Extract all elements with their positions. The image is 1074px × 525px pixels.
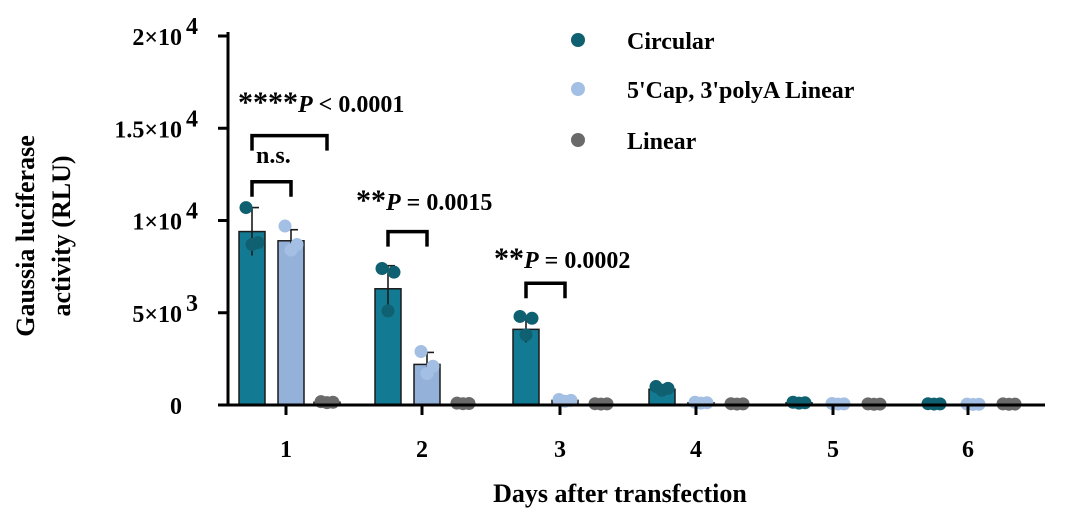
significance-stars-1: n.s.	[256, 143, 291, 169]
x-tick-label-5: 6	[962, 437, 974, 463]
legend-label-1: 5'Cap, 3'polyA Linear	[627, 78, 855, 104]
data-point-1-1-2	[420, 367, 434, 381]
significance-stars-0: ****	[238, 86, 298, 119]
y-axis-title-line1: Gaussia luciferase	[11, 135, 40, 337]
significance-p-value-2: = 0.0015	[401, 190, 493, 216]
y-tick-label-4: 2×10	[132, 25, 182, 51]
significance-p-symbol-0: P	[297, 92, 313, 118]
x-tick-label-2: 3	[554, 437, 566, 463]
legend-marker-2	[571, 133, 585, 147]
legend-marker-1	[571, 82, 585, 96]
legend-marker-0	[571, 33, 585, 47]
significance-label-3: **P = 0.0002	[494, 242, 630, 275]
data-point-0-0-0	[239, 201, 253, 215]
data-point-0-0-2	[245, 237, 259, 251]
x-tick-label-3: 4	[690, 437, 702, 463]
x-tick-label-4: 5	[827, 437, 839, 463]
x-tick-label-0: 1	[280, 437, 292, 463]
bar-0-0	[238, 230, 266, 406]
bar-1-0	[277, 240, 305, 406]
data-point-0-4-2	[792, 396, 806, 410]
x-tick-label-1: 2	[416, 437, 428, 463]
y-tick-exponent-4: 4	[186, 14, 198, 40]
significance-p-symbol-2: P	[385, 190, 401, 216]
data-point-0-3-2	[655, 383, 669, 397]
y-tick-label-1: 5×10	[132, 302, 182, 328]
significance-bracket-1	[250, 180, 293, 197]
y-tick-exponent-2: 4	[186, 199, 198, 225]
significance-bracket-3	[524, 281, 567, 299]
significance-stars-3: **	[494, 242, 524, 275]
y-tick-label-3: 1.5×10	[114, 117, 182, 143]
data-point-0-1-0	[375, 261, 389, 275]
data-point-0-1-2	[381, 304, 395, 318]
data-point-0-1-1	[387, 265, 401, 279]
significance-p-value-3: = 0.0002	[539, 248, 631, 274]
significance-label-2: **P = 0.0015	[356, 184, 492, 217]
y-tick-label-2: 1×10	[132, 210, 182, 236]
significance-bracket-0	[250, 133, 329, 151]
axes-layer: 05×10 31×10 41.5×10 42×10 41 2 3 4 5 6	[114, 14, 1045, 463]
data-point-1-0-2	[284, 243, 298, 257]
legend-label-0: Circular	[627, 29, 715, 55]
significance-stars-2: **	[356, 184, 386, 217]
legend: Circular 5'Cap, 3'polyA Linear Linear	[571, 29, 855, 155]
significance-label-1: n.s.	[256, 143, 291, 169]
y-tick-label-0: 0	[170, 394, 182, 420]
significance-p-value-0: < 0.0001	[313, 92, 405, 118]
significance-label-0: ****P < 0.0001	[238, 86, 404, 119]
data-point-0-2-2	[519, 328, 533, 342]
significance-bracket-2	[386, 229, 429, 247]
x-axis-title: Days after transfection	[493, 479, 747, 508]
y-axis-title-line2: activity (RLU)	[47, 155, 76, 316]
y-tick-exponent-1: 3	[186, 291, 198, 317]
significance-p-symbol-3: P	[523, 248, 539, 274]
data-point-0-2-0	[513, 309, 527, 323]
data-point-0-2-1	[525, 311, 539, 325]
data-point-1-1-0	[414, 344, 428, 358]
data-point-2-0-2	[320, 396, 334, 410]
legend-label-2: Linear	[627, 129, 697, 155]
data-point-1-0-0	[278, 219, 292, 233]
y-tick-exponent-3: 4	[186, 106, 198, 132]
bars-layer	[238, 201, 1022, 411]
